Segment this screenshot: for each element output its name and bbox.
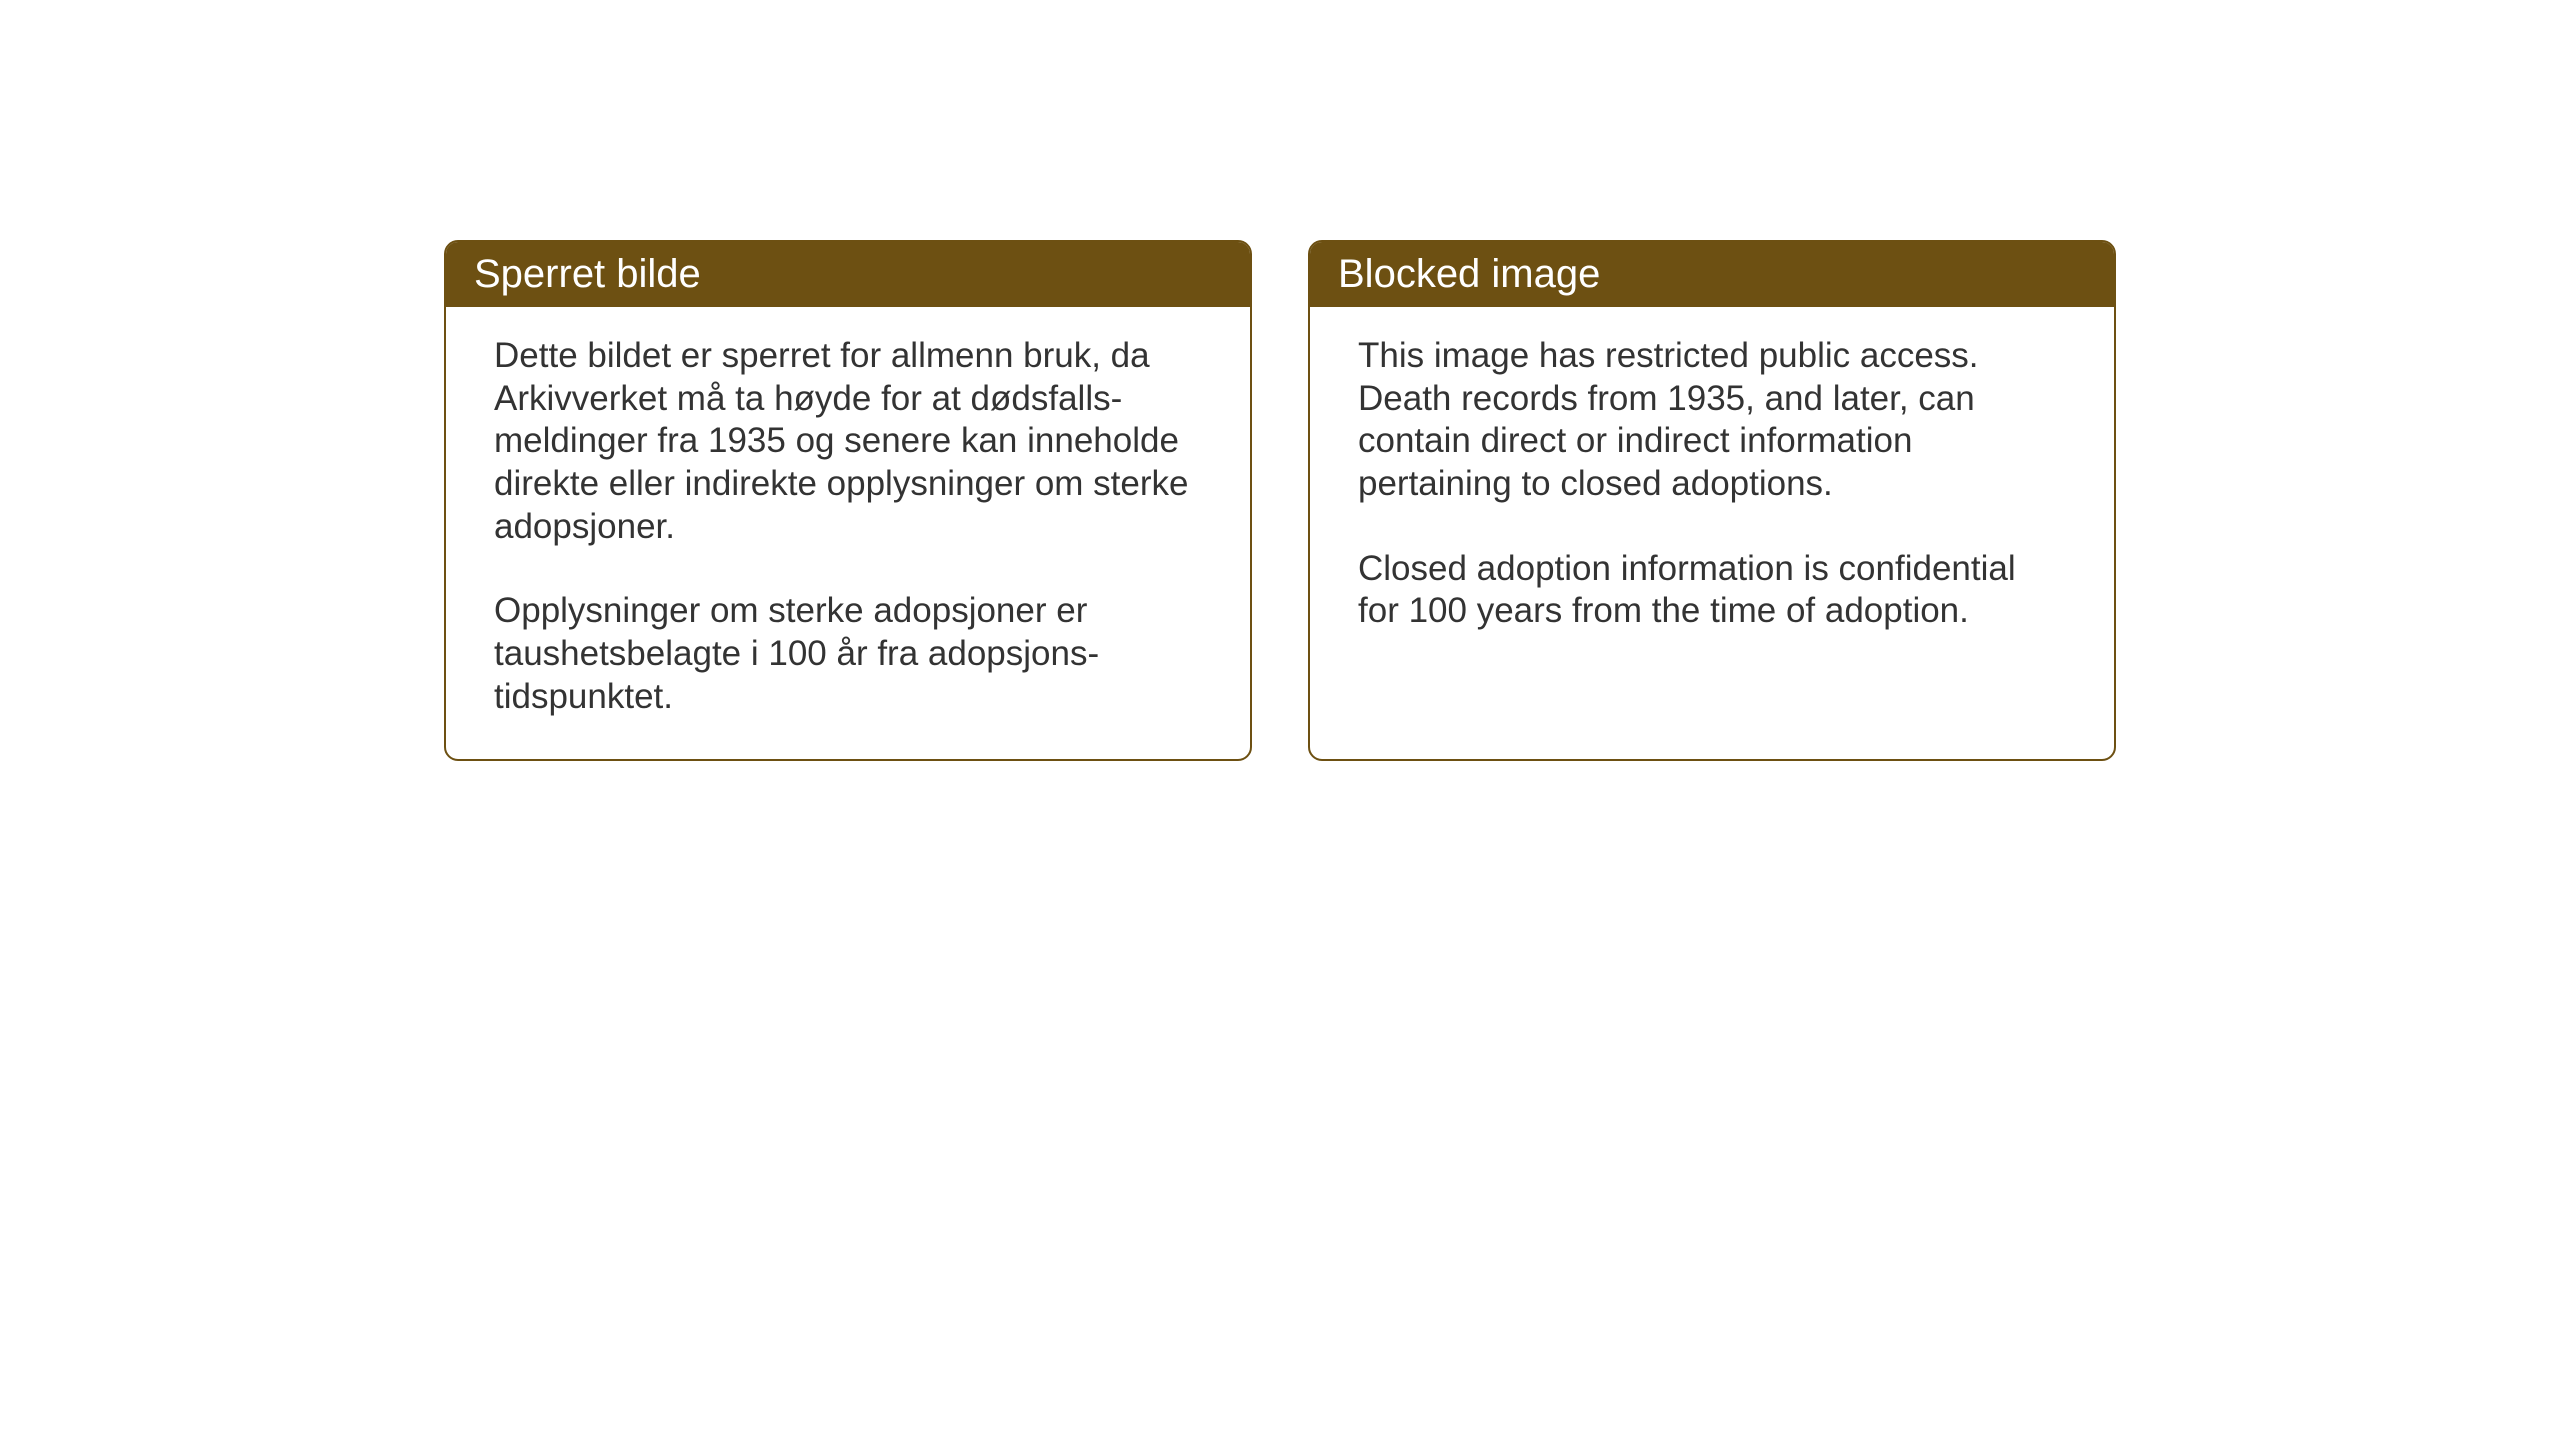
notice-card-norwegian: Sperret bilde Dette bildet er sperret fo…: [444, 240, 1252, 761]
notice-container: Sperret bilde Dette bildet er sperret fo…: [444, 240, 2116, 761]
notice-card-norwegian-paragraph-1: Dette bildet er sperret for allmenn bruk…: [494, 335, 1202, 548]
notice-card-norwegian-body: Dette bildet er sperret for allmenn bruk…: [446, 307, 1250, 759]
notice-card-norwegian-title: Sperret bilde: [474, 252, 701, 296]
notice-card-english-title: Blocked image: [1338, 252, 1600, 296]
notice-card-english-paragraph-2: Closed adoption information is confident…: [1358, 548, 2066, 633]
notice-card-english-body: This image has restricted public access.…: [1310, 307, 2114, 673]
notice-card-english-header: Blocked image: [1310, 242, 2114, 307]
notice-card-english-paragraph-1: This image has restricted public access.…: [1358, 335, 2066, 506]
notice-card-norwegian-header: Sperret bilde: [446, 242, 1250, 307]
notice-card-norwegian-paragraph-2: Opplysninger om sterke adopsjoner er tau…: [494, 590, 1202, 718]
notice-card-english: Blocked image This image has restricted …: [1308, 240, 2116, 761]
